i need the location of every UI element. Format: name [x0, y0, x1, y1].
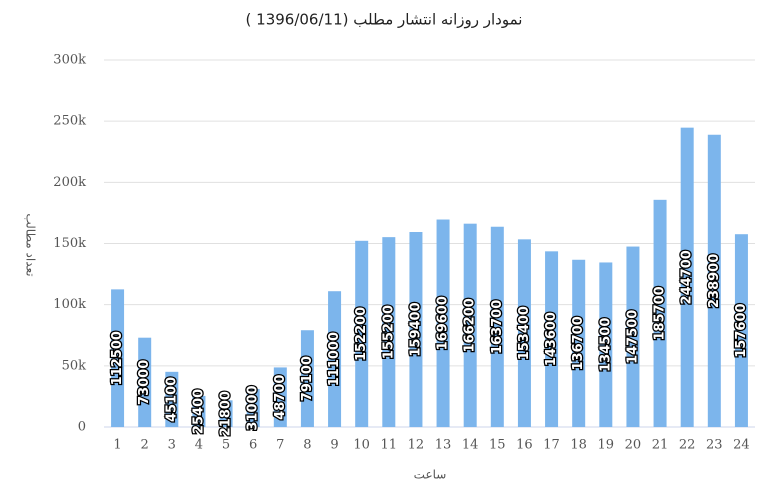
y-tick-label: 100k [53, 297, 86, 312]
x-tick-label: 14 [462, 438, 479, 453]
x-tick-label: 16 [516, 438, 533, 453]
value-label: 73000 [137, 360, 152, 405]
value-label: 185700 [653, 286, 668, 340]
chart-title: نمودار روزانه انتشار مطلب (1396/06/11 ) [246, 11, 523, 29]
x-tick-label: 17 [543, 438, 560, 453]
value-label: 25400 [191, 389, 206, 434]
x-tick-label: 21 [652, 438, 669, 453]
x-tick-label: 3 [168, 438, 176, 453]
bar [680, 127, 694, 427]
x-tick-label: 18 [570, 438, 587, 453]
y-axis-title: تعداد مطالب [24, 213, 38, 276]
bar [328, 291, 342, 427]
x-tick-label: 13 [435, 438, 452, 453]
value-label: 21800 [219, 391, 234, 436]
value-label: 48700 [273, 375, 288, 420]
bar [355, 240, 369, 427]
bar [246, 389, 260, 427]
value-label: 45100 [164, 377, 179, 422]
value-label: 153400 [517, 306, 532, 360]
x-tick-label: 8 [303, 438, 311, 453]
value-label: 169600 [436, 296, 451, 350]
x-tick-label: 7 [276, 438, 284, 453]
value-label: 134500 [598, 318, 613, 372]
bar [138, 337, 152, 427]
value-label: 152200 [354, 307, 369, 361]
x-tick-label: 15 [489, 438, 506, 453]
bar [165, 371, 179, 427]
value-label: 163700 [490, 300, 505, 354]
bar [111, 289, 125, 427]
x-tick-label: 23 [706, 438, 723, 453]
value-label: 157600 [734, 303, 749, 357]
value-label: 136700 [571, 316, 586, 370]
y-tick-label: 200k [53, 175, 86, 190]
value-label: 143600 [544, 312, 559, 366]
bar [463, 223, 477, 427]
bar [409, 232, 423, 427]
bar [653, 199, 667, 427]
bar [626, 246, 640, 427]
y-tick-label: 150k [53, 236, 86, 251]
bar [273, 367, 287, 427]
bar [490, 226, 504, 427]
value-label: 166200 [463, 298, 478, 352]
bar [734, 234, 748, 427]
value-label: 159400 [408, 302, 423, 356]
x-tick-label: 12 [408, 438, 425, 453]
bar [300, 330, 314, 427]
value-label: 155200 [381, 305, 396, 359]
bar [192, 395, 206, 427]
x-tick-label: 6 [249, 438, 257, 453]
value-label: 244700 [680, 250, 695, 304]
x-tick-label: 2 [141, 438, 149, 453]
bar [517, 239, 531, 427]
y-tick-label: 0 [78, 420, 86, 435]
x-tick-label: 24 [733, 438, 750, 453]
bar [219, 400, 233, 427]
value-label: 112500 [110, 331, 125, 385]
bar [572, 259, 586, 427]
x-tick-label: 22 [679, 438, 696, 453]
x-tick-label: 19 [598, 438, 615, 453]
value-label: 79100 [300, 356, 315, 401]
x-tick-label: 11 [381, 438, 398, 453]
x-tick-label: 20 [625, 438, 642, 453]
bar [545, 251, 559, 427]
x-tick-label: 9 [330, 438, 338, 453]
bar [436, 219, 450, 427]
bar [707, 134, 721, 427]
x-tick-label: 5 [222, 438, 230, 453]
y-tick-label: 250k [53, 114, 86, 129]
value-label: 147500 [625, 310, 640, 364]
x-axis-title: ساعت [414, 468, 447, 482]
value-label: 238900 [707, 254, 722, 308]
y-tick-label: 50k [62, 358, 87, 373]
y-tick-label: 300k [53, 53, 86, 68]
x-tick-label: 4 [195, 438, 203, 453]
x-tick-label: 1 [113, 438, 121, 453]
value-label: 111000 [327, 332, 342, 386]
bar [382, 237, 396, 427]
x-tick-label: 10 [353, 438, 370, 453]
bar [599, 262, 613, 427]
value-label: 31000 [246, 385, 261, 430]
